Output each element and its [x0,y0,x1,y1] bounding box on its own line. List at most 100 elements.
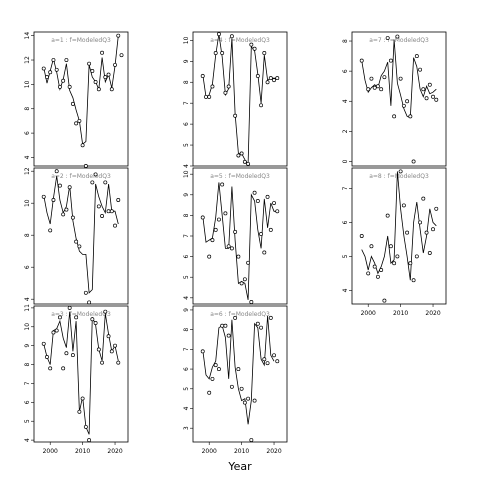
panel-6-ytick-label: 5 [183,387,190,391]
panel-5-point [262,250,267,255]
panel-8-point [385,213,390,218]
panel-4-point [236,153,241,158]
panel-2-point [116,198,121,202]
panel-6-point [213,363,218,368]
panel-3-ytick-label: 8 [24,362,31,366]
panel-1-ytick-label: 6 [24,131,31,135]
panel-1-series-line [43,35,119,145]
panel-7-frame [351,31,447,167]
panel-7-point [388,58,393,63]
panel-3-ytick-label: 10 [24,323,31,331]
panel-4-ytick-label: 6 [183,122,190,126]
panel-1-point [90,69,95,73]
panel-1-point [109,87,114,92]
panel-4-point [268,76,273,81]
panel-7-label: a=7 : f=ModeledQ3 [369,37,429,44]
panel-7-point [366,87,371,92]
panel-7-point [382,75,387,80]
panel-2-point [64,207,69,212]
panel-3-ytick-label: 7 [24,381,31,385]
panel-4-point [216,32,221,37]
panel-8-point [388,244,393,249]
panel-3-point [96,347,101,352]
panel-6-series-line [202,315,275,425]
panel-7-series-line [361,39,437,119]
panel-5-point [213,227,218,232]
panel-1-label: a=1 : f=ModeledQ3 [51,37,111,44]
panel-8-point [418,220,423,225]
panel-7-ytick-label: 6 [342,69,349,73]
panel-7-point [427,82,432,87]
panel-1-point [100,50,105,55]
panel-8-point [375,274,380,279]
panel-1-point [57,84,62,89]
panel-4-point [255,74,260,78]
panel-5-point [207,254,212,259]
panel-1-point [54,67,59,72]
panel-8-point [427,251,432,255]
panel-2-point [103,180,108,185]
panel-6-point [262,357,267,362]
panel-5-point [229,246,234,251]
panel-3-point [74,315,79,320]
panel-2-point [70,215,75,220]
panel-8-point [401,203,406,208]
panel-8-ytick-label: 7 [342,186,349,190]
panel-1-point [103,75,108,80]
panel-2-series-line [43,175,119,294]
panel-5-point [210,238,215,243]
panel-5-point [268,227,273,232]
panel-6-point [239,386,244,391]
panel-3-point [100,360,105,365]
panel-1-point [77,118,82,123]
panel-6-point [233,315,238,320]
panel-3-ytick-label: 5 [24,419,31,423]
panel-4-point [259,103,264,108]
panel-2-point [87,300,92,305]
panel-3-point [61,366,66,371]
panel-3-point [64,351,69,356]
panel-6-point [252,398,257,403]
panel-8-series-line [361,171,437,281]
panel-8-label: a=8 : f=ModeledQ3 [369,173,429,180]
panel-8-point [392,261,397,266]
panel-7-point [372,85,377,90]
panel-3-point [70,353,75,358]
panel-7-point [414,54,419,59]
panel-1-point [113,62,117,67]
panel-4-point [200,74,205,78]
panel-1-point [96,87,101,92]
panel-8-point [424,230,429,235]
panel-5-point [255,199,260,203]
panel-7-point [424,96,429,101]
panel-2-ytick-label: 10 [24,199,31,207]
panel-2-point [57,183,62,188]
panel-3-xtick-label: 2010 [75,448,90,455]
panel-6-point [268,315,273,320]
panel-2-ytick-label: 4 [24,297,31,301]
panel-8-point [398,169,403,174]
panel-1-point [87,61,92,66]
panel-5-ytick-label: 7 [183,234,190,238]
panel-1-ytick-label: 14 [24,32,31,40]
panel-4-point [246,161,251,166]
panel-2-point [93,172,98,177]
panel-4-point [262,50,267,55]
panel-7-point [392,114,397,119]
panel-2-point [54,169,59,174]
panel-8-point [431,227,435,232]
panel-8-frame [351,167,447,305]
panel-3-point [57,315,62,320]
panel-4-point [207,94,212,99]
panel-8-ytick-label: 5 [342,254,349,258]
panel-8-point [434,206,439,211]
panel-2-point [83,290,88,295]
panel-7-point [408,114,413,119]
panel-1-point [116,33,121,38]
panel-5-point [259,231,264,236]
panel-3-point [109,349,114,354]
panel-7-point [369,76,374,81]
panel-6-point [220,323,225,328]
panel-1-ytick-label: 8 [24,107,31,111]
